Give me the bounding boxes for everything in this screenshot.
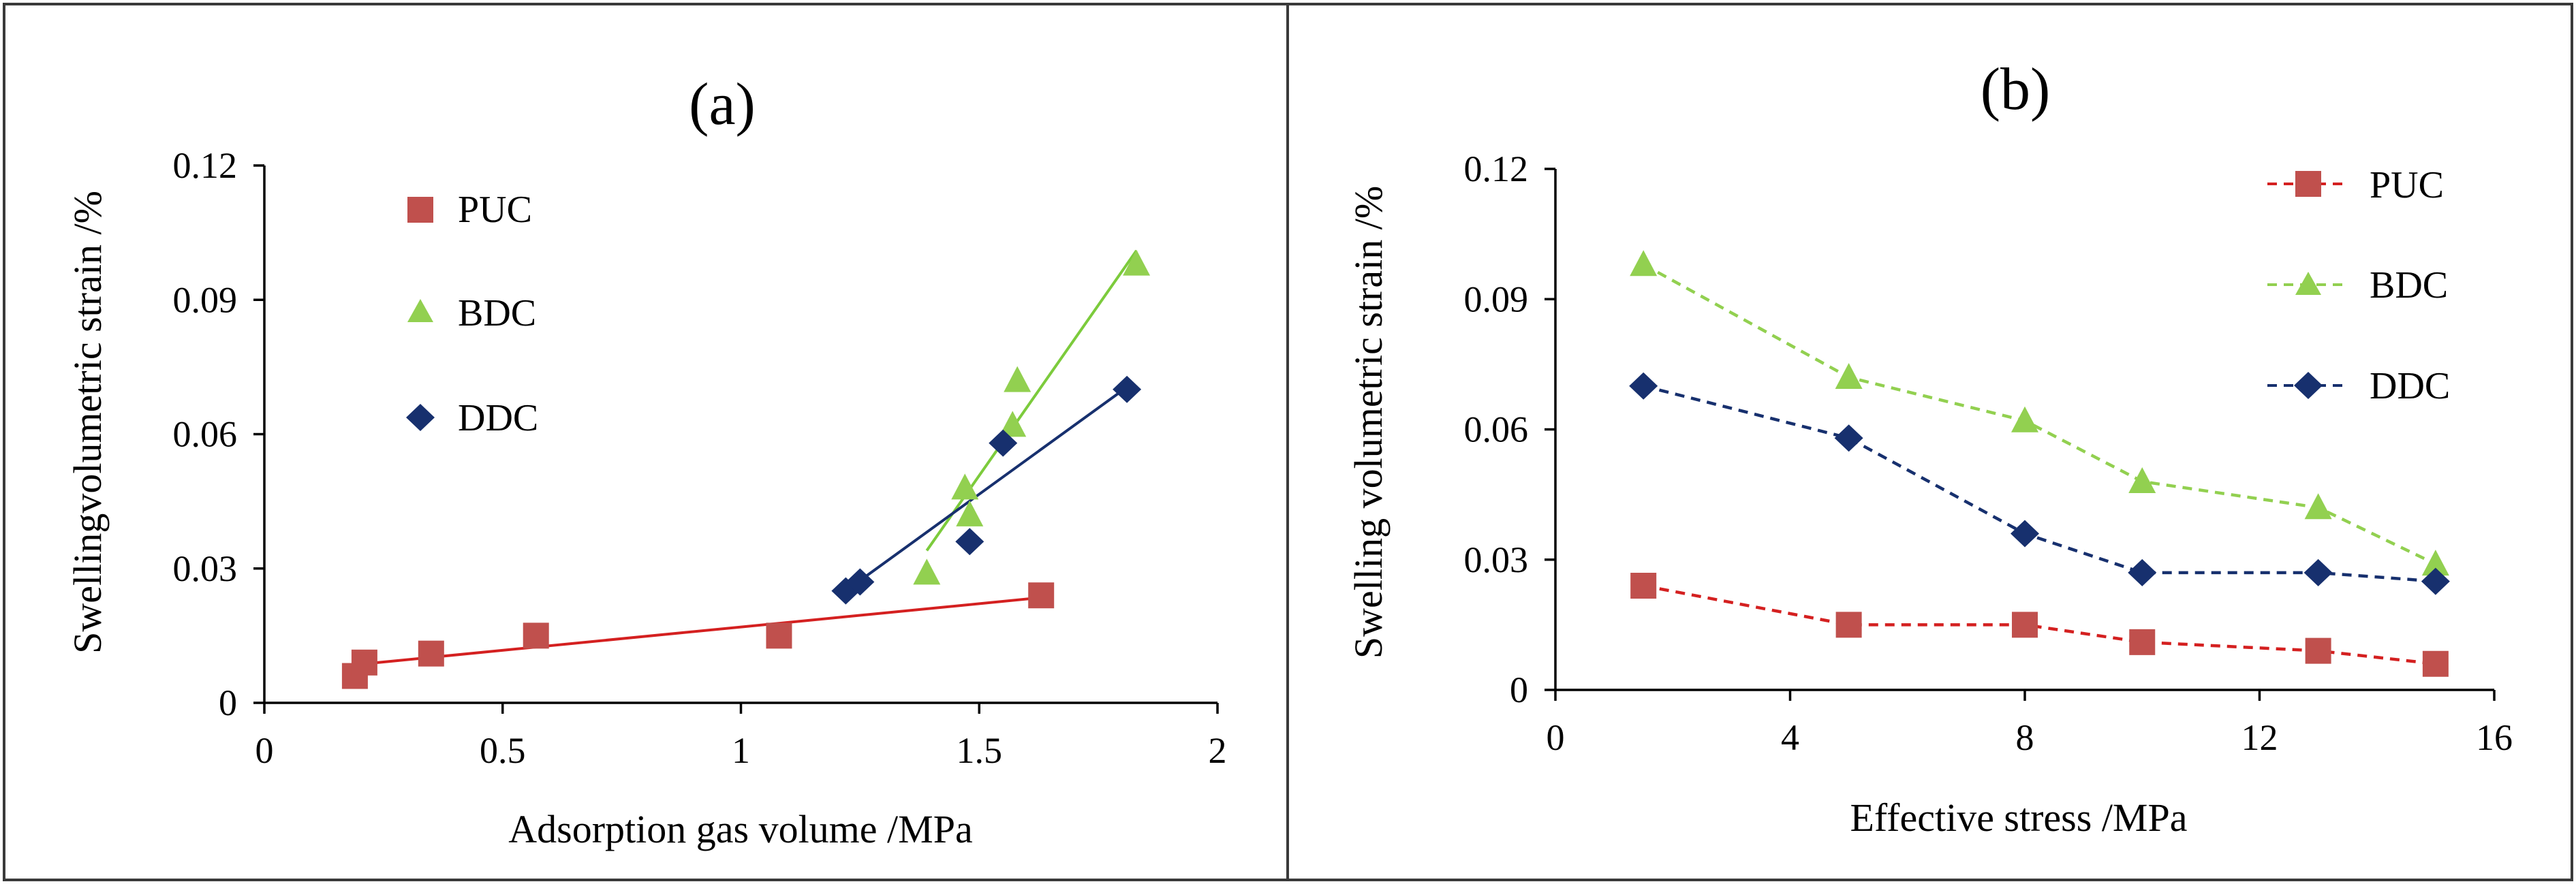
legend-label-ddc: DDC [2370, 365, 2450, 407]
data-point-puc [2305, 637, 2331, 664]
panel-a-axes [263, 165, 1217, 704]
legend-item-puc: PUC [407, 189, 532, 231]
data-point-ddc [1113, 375, 1142, 403]
data-point-bdc [2128, 467, 2156, 493]
legend-marker-ddc [406, 404, 435, 431]
data-point-bdc [999, 411, 1027, 437]
panel-a-y-axis-title: Swellingvolumetric strain /% [65, 191, 110, 654]
y-tick-label: 0.03 [173, 548, 238, 589]
panel-b-lines [1643, 263, 2436, 665]
panel-b-y-axis-title: Swelling volumetric strain /% [1346, 186, 1391, 659]
x-tick-label: 0 [255, 730, 274, 771]
panel-b-points [1629, 250, 2450, 677]
legend-item-bdc: BDC [407, 292, 536, 334]
data-point-bdc [913, 558, 941, 585]
y-tick-label: 0.12 [173, 145, 238, 186]
panel-b-label: (b) [1981, 57, 2051, 123]
panel-a-legend: PUC BDC DDC [406, 189, 538, 439]
panel-b-legend: PUC BDC DDC [2267, 164, 2450, 407]
data-point-ddc [989, 429, 1018, 457]
y-tick-label: 0.09 [1464, 279, 1529, 319]
data-point-ddc [2011, 520, 2039, 548]
panel-a: (a) 0 0.5 1 1.5 2 0 0.03 0.06 0.09 0.12 Adsorptio… [65, 72, 1227, 851]
x-tick-label: 8 [2016, 717, 2034, 758]
data-point-ddc [2303, 558, 2333, 586]
series-line-puc [1643, 584, 2436, 665]
x-tick-label: 0.5 [480, 730, 526, 771]
y-tick-label: 0.06 [1464, 409, 1529, 450]
data-point-bdc [956, 500, 984, 526]
data-point-bdc [1835, 363, 1863, 389]
legend-label-puc: PUC [458, 189, 532, 231]
legend-item-ddc: DDC [2267, 365, 2450, 407]
data-point-puc [523, 622, 549, 649]
data-point-ddc [845, 568, 875, 596]
panel-b-ticks: 0 4 8 12 16 0 0.03 0.06 0.09 0.12 [1464, 148, 2513, 758]
legend-marker-bdc [407, 299, 433, 322]
panel-a-ticks: 0 0.5 1 1.5 2 0 0.03 0.06 0.09 0.12 [173, 145, 1227, 771]
legend-marker-puc [2295, 171, 2321, 197]
legend-label-bdc: BDC [458, 292, 536, 334]
x-tick-label: 16 [2476, 717, 2513, 758]
y-tick-label: 0 [1510, 669, 1528, 710]
data-point-puc [2422, 650, 2449, 677]
legend-marker-ddc [2294, 372, 2323, 399]
data-point-ddc [1629, 372, 1658, 400]
legend-item-ddc: DDC [406, 397, 538, 439]
data-point-bdc [1004, 366, 1031, 392]
data-point-bdc [1630, 250, 1658, 277]
legend-label-ddc: DDC [458, 397, 538, 439]
y-tick-label: 0 [219, 682, 237, 723]
data-point-puc [351, 649, 377, 676]
panel-b: (b) 0 4 8 12 16 0 0.03 0.06 0.09 0.12 Effective s… [1346, 57, 2513, 840]
legend-marker-puc [407, 197, 433, 223]
data-point-bdc [1123, 249, 1151, 276]
series-line-bdc [1643, 263, 2436, 566]
panel-b-x-axis-title: Effective stress /MPa [1850, 795, 2187, 840]
data-point-ddc [2421, 567, 2450, 595]
x-tick-label: 0 [1547, 717, 1565, 758]
y-tick-label: 0.09 [173, 279, 238, 320]
y-tick-label: 0.06 [173, 414, 238, 455]
panel-a-x-axis-title: Adsorption gas volume /MPa [508, 807, 972, 851]
legend-item-bdc: BDC [2267, 264, 2448, 306]
data-point-bdc [2304, 493, 2332, 520]
series-line-ddc [1643, 384, 2436, 583]
legend-label-bdc: BDC [2370, 264, 2448, 306]
trendline-ddc [845, 385, 1128, 593]
data-point-puc [418, 640, 444, 667]
x-tick-label: 1.5 [957, 730, 1003, 771]
legend-item-puc: PUC [2267, 164, 2444, 206]
data-point-bdc [2011, 406, 2038, 432]
data-point-ddc [1834, 424, 1863, 452]
data-point-puc [2012, 612, 2038, 638]
data-point-puc [1835, 612, 1862, 638]
panel-a-trendlines [354, 249, 1138, 667]
x-tick-label: 2 [1209, 730, 1227, 771]
trendline-puc [354, 596, 1042, 667]
data-point-puc [1630, 573, 1657, 599]
x-tick-label: 1 [732, 730, 750, 771]
y-tick-label: 0.12 [1464, 148, 1529, 189]
data-point-bdc [2421, 550, 2449, 576]
data-point-ddc [955, 528, 984, 556]
y-tick-label: 0.03 [1464, 539, 1529, 580]
legend-marker-bdc [2295, 272, 2321, 295]
trendline-bdc [925, 249, 1138, 552]
data-point-puc [766, 622, 792, 649]
x-tick-label: 4 [1781, 717, 1799, 758]
panel-a-label: (a) [689, 72, 756, 138]
x-tick-label: 12 [2241, 717, 2278, 758]
panel-a-points [341, 249, 1151, 689]
data-point-bdc [951, 473, 979, 500]
legend-label-puc: PUC [2370, 164, 2444, 206]
data-point-ddc [2128, 558, 2157, 586]
data-point-puc [1028, 582, 1055, 609]
data-point-puc [2129, 629, 2156, 655]
